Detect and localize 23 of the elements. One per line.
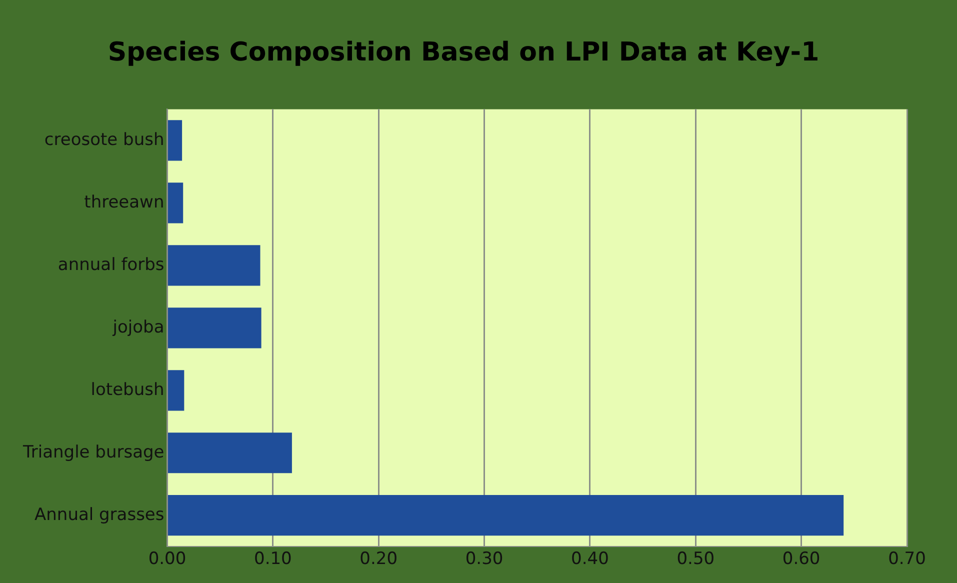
chart-title: Species Composition Based on LPI Data at Key-1 [108, 37, 820, 68]
y-tick-label: Triangle bursage [22, 442, 164, 462]
bar [168, 120, 182, 161]
x-tick-label: 0.60 [782, 549, 820, 570]
x-tick-label: 0.30 [465, 549, 504, 570]
y-tick-label: annual forbs [58, 254, 164, 275]
bar [168, 432, 292, 474]
x-tick-label: 0.50 [676, 549, 715, 570]
x-tick-label: 0.10 [254, 549, 292, 570]
y-tick-label: Annual grasses [34, 504, 164, 525]
y-tick-label: jojoba [112, 317, 164, 338]
bar [168, 245, 260, 286]
bar [168, 182, 184, 224]
x-tick-label: 0.40 [571, 549, 609, 570]
bar [168, 308, 262, 348]
bar [168, 370, 184, 411]
x-tick-label: 0.70 [888, 549, 926, 570]
y-tick-label: threeawn [84, 192, 164, 212]
x-tick-label: 0.20 [360, 549, 398, 570]
x-tick-label: 0.00 [148, 549, 186, 570]
y-tick-label: creosote bush [44, 130, 164, 150]
bar [168, 495, 844, 536]
y-tick-label: lotebush [90, 380, 164, 400]
